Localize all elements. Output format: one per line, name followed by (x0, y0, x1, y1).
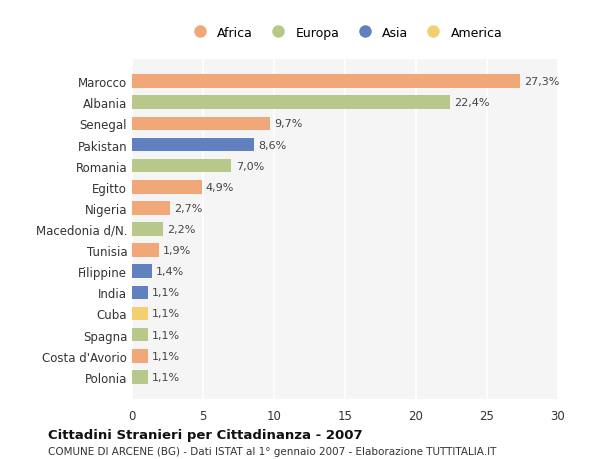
Text: 1,9%: 1,9% (163, 246, 191, 256)
Bar (132, 96, 450, 110)
Bar (132, 223, 163, 236)
Text: 2,7%: 2,7% (175, 203, 203, 213)
Text: 1,1%: 1,1% (152, 288, 180, 298)
Text: Cittadini Stranieri per Cittadinanza - 2007: Cittadini Stranieri per Cittadinanza - 2… (48, 428, 362, 442)
Text: COMUNE DI ARCENE (BG) - Dati ISTAT al 1° gennaio 2007 - Elaborazione TUTTITALIA.: COMUNE DI ARCENE (BG) - Dati ISTAT al 1°… (48, 447, 496, 456)
Text: 4,9%: 4,9% (206, 182, 234, 192)
Bar (132, 180, 202, 194)
Text: 22,4%: 22,4% (454, 98, 490, 108)
Text: 1,1%: 1,1% (152, 330, 180, 340)
Bar (132, 286, 148, 300)
Text: 8,6%: 8,6% (259, 140, 287, 150)
Text: 1,1%: 1,1% (152, 351, 180, 361)
Text: 27,3%: 27,3% (524, 77, 559, 87)
Bar (132, 370, 148, 384)
Text: 2,2%: 2,2% (167, 224, 196, 235)
Bar (132, 349, 148, 363)
Text: 1,1%: 1,1% (152, 309, 180, 319)
Text: 1,1%: 1,1% (152, 372, 180, 382)
Bar (132, 75, 520, 89)
Text: 9,7%: 9,7% (274, 119, 302, 129)
Bar (132, 159, 232, 173)
Legend: Africa, Europa, Asia, America: Africa, Europa, Asia, America (182, 22, 508, 45)
Bar (132, 244, 159, 257)
Text: 7,0%: 7,0% (236, 161, 264, 171)
Bar (132, 138, 254, 152)
Bar (132, 265, 152, 279)
Bar (132, 117, 270, 131)
Bar (132, 307, 148, 321)
Bar (132, 328, 148, 342)
Bar (132, 202, 170, 215)
Text: 1,4%: 1,4% (156, 267, 184, 277)
